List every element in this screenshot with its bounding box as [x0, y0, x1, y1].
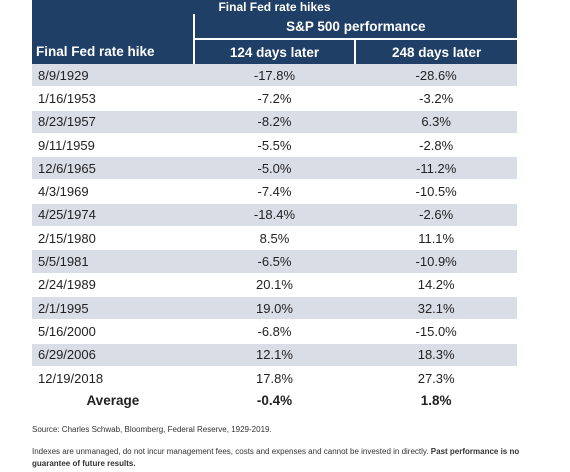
value-cell: -6.5% — [193, 249, 356, 274]
data-row: 4/3/1969 -7.4% -10.5% — [32, 179, 517, 204]
value-cell: 12.1% — [193, 343, 356, 367]
disclaimer: Indexes are unmanaged, do not incur mana… — [32, 446, 532, 470]
data-row: 2/24/1989 20.1% 14.2% — [32, 273, 517, 297]
average-row: Average -0.4% 1.8% — [32, 390, 517, 411]
data-row: 2/1/1995 19.0% 32.1% — [32, 296, 517, 321]
value-cell: 14.2% — [355, 273, 517, 297]
group-header-row: S&P 500 performance — [32, 14, 517, 40]
value-cell: 17.8% — [193, 366, 356, 391]
data-row: 4/25/1974 -18.4% -2.6% — [32, 203, 517, 228]
value-cell: -10.9% — [355, 249, 517, 274]
date-cell: 8/23/1957 — [32, 110, 194, 134]
data-row: 5/16/2000 -6.8% -15.0% — [32, 319, 517, 344]
table-wrap: Final Fed rate hikes S&P 500 performance F… — [32, 0, 517, 410]
value-cell: -7.4% — [193, 179, 356, 204]
value-cell: 8.5% — [193, 226, 356, 251]
date-cell: 12/6/1965 — [32, 156, 194, 181]
date-cell: 5/5/1981 — [32, 249, 194, 274]
value-cell: -11.2% — [355, 156, 517, 181]
value-cell: -6.8% — [193, 319, 356, 344]
date-cell: 12/19/2018 — [32, 366, 194, 391]
title-row: Final Fed rate hikes — [32, 0, 517, 14]
average-value: -0.4% — [256, 392, 293, 408]
column-header: Final Fed rate hike — [32, 39, 194, 64]
date-cell: 4/3/1969 — [32, 179, 194, 204]
value-cell: 19.0% — [193, 296, 356, 321]
value-cell: -2.8% — [355, 133, 517, 158]
data-row: 12/6/1965 -5.0% -11.2% — [32, 156, 517, 181]
table-title: Final Fed rate hikes — [32, 0, 517, 14]
average-label: Average — [86, 392, 140, 408]
data-row: 8/23/1957 -8.2% 6.3% — [32, 110, 517, 134]
data-row: 2/15/1980 8.5% 11.1% — [32, 226, 517, 251]
date-cell: 6/29/2006 — [32, 343, 194, 367]
value-cell: 32.1% — [355, 296, 517, 321]
value-cell: -10.5% — [355, 179, 517, 204]
data-row: 1/16/1953 -7.2% -3.2% — [32, 86, 517, 111]
data-row: 12/19/2018 17.8% 27.3% — [32, 366, 517, 391]
average-value: 1.8% — [420, 392, 452, 408]
data-row: 9/11/1959 -5.5% -2.8% — [32, 133, 517, 158]
value-cell: -8.2% — [193, 110, 356, 134]
data-row: 5/5/1981 -6.5% -10.9% — [32, 249, 517, 274]
data-row: 6/29/2006 12.1% 18.3% — [32, 343, 517, 367]
date-cell: 2/15/1980 — [32, 226, 194, 251]
value-cell: 6.3% — [355, 110, 517, 134]
disclaimer-bold: Past performance is no guarantee of futu… — [32, 447, 520, 468]
value-cell: -28.6% — [355, 64, 517, 88]
column-header-row: Final Fed rate hike 124 days later 248 day… — [32, 39, 517, 64]
performance-table: Final Fed rate hikes S&P 500 performance F… — [32, 0, 517, 410]
value-cell: -17.8% — [193, 64, 356, 88]
header-blank — [32, 14, 194, 39]
value-cell: 20.1% — [193, 273, 356, 297]
value-cell: -5.5% — [193, 133, 356, 158]
date-cell: 8/9/1929 — [32, 64, 194, 88]
value-cell: -15.0% — [355, 319, 517, 344]
date-cell: 5/16/2000 — [32, 319, 194, 344]
date-cell: 2/1/1995 — [32, 296, 194, 321]
value-cell: -7.2% — [193, 86, 356, 111]
value-cell: 27.3% — [355, 366, 517, 391]
date-cell: 4/25/1974 — [32, 203, 194, 228]
date-cell: 2/24/1989 — [32, 273, 194, 297]
value-cell: -5.0% — [193, 156, 356, 181]
date-cell: 9/11/1959 — [32, 133, 194, 158]
value-cell: -18.4% — [193, 203, 356, 228]
value-cell: -3.2% — [355, 86, 517, 111]
column-header: 124 days later — [192, 39, 356, 64]
column-header: 248 days later — [354, 39, 517, 64]
value-cell: 18.3% — [355, 343, 517, 367]
disclaimer-text: Indexes are unmanaged, do not incur mana… — [32, 447, 429, 456]
value-cell: 11.1% — [355, 226, 517, 251]
value-cell: -2.6% — [355, 203, 517, 228]
source-note: Source: Charles Schwab, Bloomberg, Feder… — [32, 425, 272, 434]
group-header: S&P 500 performance — [192, 14, 517, 40]
date-cell: 1/16/1953 — [32, 86, 194, 111]
data-row: 8/9/1929 -17.8% -28.6% — [32, 64, 517, 88]
